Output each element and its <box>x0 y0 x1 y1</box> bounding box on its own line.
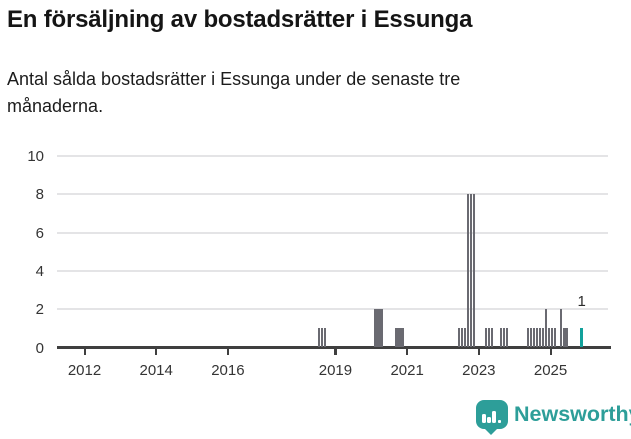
y-tick-label: 4 <box>35 262 44 280</box>
bar <box>544 309 548 348</box>
bar <box>502 328 506 348</box>
bar <box>535 328 539 348</box>
x-axis-tick <box>155 348 158 355</box>
bar <box>398 328 401 348</box>
x-tick-label: 2023 <box>462 362 496 379</box>
bar <box>547 328 551 348</box>
bar <box>553 328 557 348</box>
y-tick-label: 6 <box>35 224 44 242</box>
gridline <box>57 308 608 311</box>
bar <box>469 194 473 348</box>
bar <box>505 328 509 348</box>
x-tick-label: 2025 <box>533 362 568 379</box>
x-axis-tick <box>477 348 481 355</box>
x-tick-label: 2016 <box>211 362 245 379</box>
x-axis-tick <box>83 348 86 355</box>
x-axis-line <box>57 346 611 349</box>
bar <box>559 309 562 348</box>
bar <box>466 194 470 348</box>
x-axis-tick <box>549 348 552 355</box>
bar <box>499 328 503 348</box>
bar <box>526 328 530 348</box>
x-tick-label: 2019 <box>318 362 353 379</box>
y-tick-label: 8 <box>35 186 44 204</box>
bar <box>377 309 380 348</box>
gridline <box>57 155 608 157</box>
gridline <box>57 193 608 196</box>
bar <box>490 328 494 348</box>
logo-speech-tail <box>484 428 498 435</box>
bar <box>472 194 476 348</box>
y-tick-label: 0 <box>35 339 44 357</box>
bar <box>532 328 536 348</box>
bar <box>484 328 488 348</box>
bar <box>457 328 461 348</box>
x-axis-tick <box>334 348 337 355</box>
bar <box>374 309 377 348</box>
page-title: En försäljning av bostadsrätter i Essung… <box>7 6 473 33</box>
current-value-label: 1 <box>577 293 586 311</box>
bar <box>529 328 533 348</box>
y-tick-label: 10 <box>27 148 44 165</box>
gridline <box>57 231 608 234</box>
bar <box>460 328 464 348</box>
current-bar <box>580 328 583 348</box>
newsworthy-logo[interactable]: Newsworthy <box>474 399 631 437</box>
bar <box>323 328 326 348</box>
bar <box>320 328 323 348</box>
page-subtitle: Antal sålda bostadsrätter i Essunga unde… <box>7 66 460 120</box>
brand-name: Newsworthy <box>514 402 631 426</box>
x-tick-label: 2012 <box>67 362 102 379</box>
bar <box>395 328 398 348</box>
bar <box>541 328 545 348</box>
x-axis-tick <box>226 348 230 355</box>
bar <box>487 328 491 348</box>
bar <box>562 328 565 348</box>
gridline <box>57 269 608 272</box>
bar <box>565 328 568 348</box>
x-axis-tick <box>406 348 409 355</box>
x-tick-label: 2014 <box>139 362 173 379</box>
bar <box>380 309 383 348</box>
bar <box>550 328 554 348</box>
bar <box>538 328 542 348</box>
subtitle-line-1: Antal sålda bostadsrätter i Essunga unde… <box>7 69 461 89</box>
x-tick-label: 2021 <box>390 362 424 379</box>
bar <box>317 328 321 348</box>
y-tick-label: 2 <box>35 301 44 319</box>
bar <box>463 328 467 348</box>
bar <box>401 328 404 348</box>
subtitle-line-2: månaderna. <box>7 96 104 116</box>
speech-bubble-bar-chart-icon <box>476 400 508 429</box>
